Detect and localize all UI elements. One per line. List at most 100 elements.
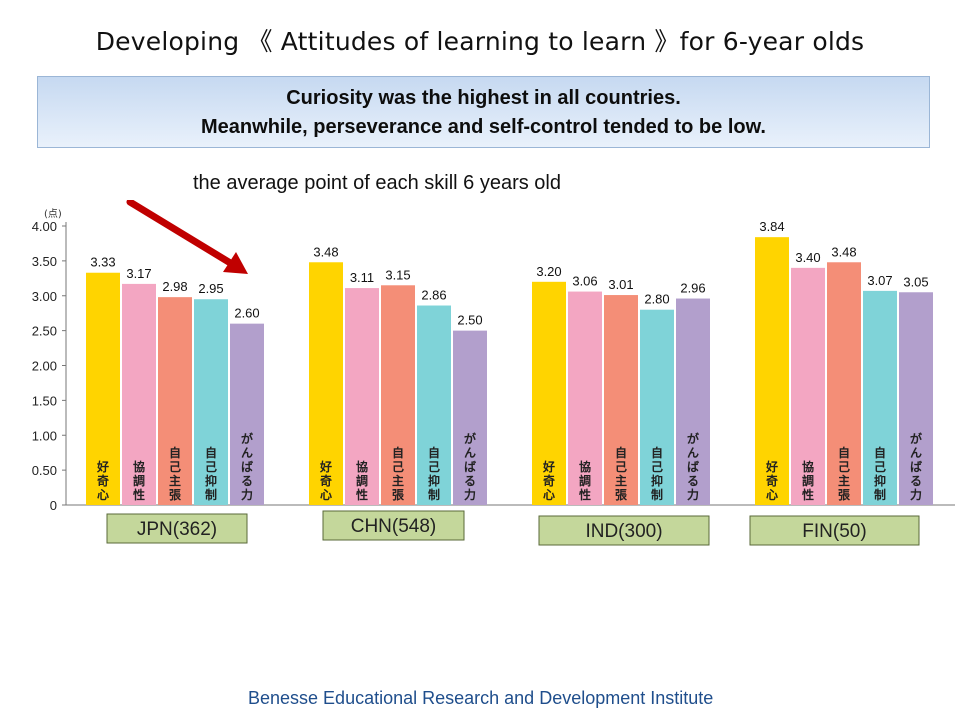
bar-value-label: 3.05 — [903, 274, 928, 289]
bar-value-label: 3.48 — [831, 244, 856, 259]
bar-series-label: 己 — [615, 460, 627, 474]
bar-series-label: ば — [464, 459, 476, 474]
bar-value-label: 2.80 — [644, 292, 669, 307]
bar — [676, 298, 710, 505]
bar-series-label: 力 — [687, 487, 699, 502]
bar — [417, 305, 451, 505]
bar — [345, 288, 379, 505]
bar-series-label: 己 — [205, 460, 217, 474]
bar-series-label: 好 — [96, 459, 109, 474]
bar-series-label: 調 — [579, 473, 591, 488]
bar-series-label: 協 — [356, 459, 368, 474]
bar-value-label: 3.06 — [572, 274, 597, 289]
bar — [309, 262, 343, 505]
institute-footer: Benesse Educational Research and Develop… — [248, 688, 714, 708]
bar-value-label: 3.48 — [313, 244, 338, 259]
country-label-box — [749, 515, 920, 546]
bar — [568, 291, 602, 505]
bar-series-label: 自 — [615, 445, 627, 460]
chart-subtitle: the average point of each skill 6 years … — [193, 172, 561, 194]
bar-series-label: が — [687, 431, 699, 446]
bar-series-label: 協 — [579, 459, 591, 474]
bar — [194, 299, 228, 505]
country-label-box — [538, 515, 710, 546]
bar-value-label: 3.84 — [759, 219, 784, 234]
bar — [122, 283, 156, 505]
bar-series-label: る — [464, 474, 476, 488]
bar-chart: (点)4.00 3.50 3.00 2.50 2.00 1.50 1.00 0.50 0 3.33… — [32, 200, 955, 546]
bar-series-label: 制 — [428, 487, 440, 502]
bar-series-label: 自 — [392, 445, 404, 460]
bar-series-label: 己 — [651, 460, 663, 474]
bar-series-label: 抑 — [651, 473, 663, 488]
country-label: FIN(50) — [802, 521, 866, 542]
bar — [381, 285, 415, 505]
bar-value-label: 2.98 — [162, 279, 187, 294]
bar-series-label: る — [910, 474, 922, 488]
bar — [453, 330, 487, 505]
country-label: CHN(548) — [351, 516, 437, 537]
bar — [158, 297, 192, 505]
bar — [863, 290, 897, 505]
bar-series-label: 心 — [320, 488, 332, 502]
country-label-box — [106, 513, 248, 544]
annotation-arrow-shaft — [126, 200, 236, 268]
bar-series-label: 好 — [765, 459, 778, 474]
y-tick-label: 4.00 — [32, 219, 57, 234]
bar-series-label: 張 — [169, 488, 182, 502]
bar-value-label: 3.33 — [90, 255, 115, 270]
bar-series-label: 己 — [392, 460, 404, 474]
bar-value-label: 3.01 — [608, 277, 633, 292]
bar — [791, 267, 825, 505]
bar-series-label: 自 — [838, 445, 850, 460]
bar-series-label: ん — [464, 446, 476, 460]
bar-series-label: ば — [687, 459, 699, 474]
bar-series-label: 協 — [133, 459, 145, 474]
bar-series-label: 自 — [205, 445, 217, 460]
y-tick-label: 2.50 — [32, 324, 57, 339]
y-tick-label: 2.00 — [32, 359, 57, 374]
bar-series-label: 自 — [169, 445, 181, 460]
slide-title: Developing 《 Attitudes of learning to le… — [95, 27, 865, 56]
bar-series-label: 好 — [542, 459, 555, 474]
bar-series-label: 制 — [651, 487, 663, 502]
bar-series-label: 心 — [766, 488, 778, 502]
bar-value-label: 3.40 — [795, 250, 820, 265]
bar-series-label: 張 — [838, 488, 851, 502]
bar-series-label: 心 — [97, 488, 109, 502]
bar-series-label: 好 — [319, 459, 332, 474]
bar-series-label: 自 — [874, 445, 886, 460]
bar — [827, 262, 861, 505]
bar-series-label: る — [241, 474, 253, 488]
bar-series-label: 奇 — [97, 473, 109, 488]
bar-series-label: 抑 — [428, 473, 440, 488]
y-tick-label: 0.50 — [32, 463, 57, 478]
bar-series-label: 協 — [802, 459, 814, 474]
bar-series-label: ん — [241, 446, 253, 460]
country-label-box — [322, 510, 465, 541]
bar-series-label: 調 — [802, 473, 814, 488]
bar-series-label: 制 — [874, 487, 886, 502]
bar — [532, 281, 566, 505]
bar-series-label: 奇 — [320, 473, 332, 488]
bar-series-label: 奇 — [766, 473, 778, 488]
bar-value-label: 3.07 — [867, 273, 892, 288]
bar-series-label: 己 — [428, 460, 440, 474]
bar-series-label: 自 — [651, 445, 663, 460]
bar-series-label: 性 — [355, 487, 368, 502]
bar-series-label: 性 — [132, 487, 145, 502]
bar-value-label: 3.15 — [385, 267, 410, 282]
bar-series-label: 抑 — [205, 473, 217, 488]
bar — [604, 295, 638, 505]
bar-series-label: 調 — [356, 473, 368, 488]
bar — [640, 309, 674, 505]
bar-series-label: 自 — [428, 445, 440, 460]
bar-value-label: 2.95 — [198, 281, 223, 296]
bar-value-label: 3.20 — [536, 264, 561, 279]
bar-value-label: 2.96 — [680, 281, 705, 296]
bar-series-label: ば — [910, 459, 922, 474]
annotation-arrow-head — [223, 252, 248, 274]
bar — [899, 292, 933, 505]
bar-series-label: 力 — [910, 487, 922, 502]
bar-value-label: 3.11 — [350, 270, 374, 285]
